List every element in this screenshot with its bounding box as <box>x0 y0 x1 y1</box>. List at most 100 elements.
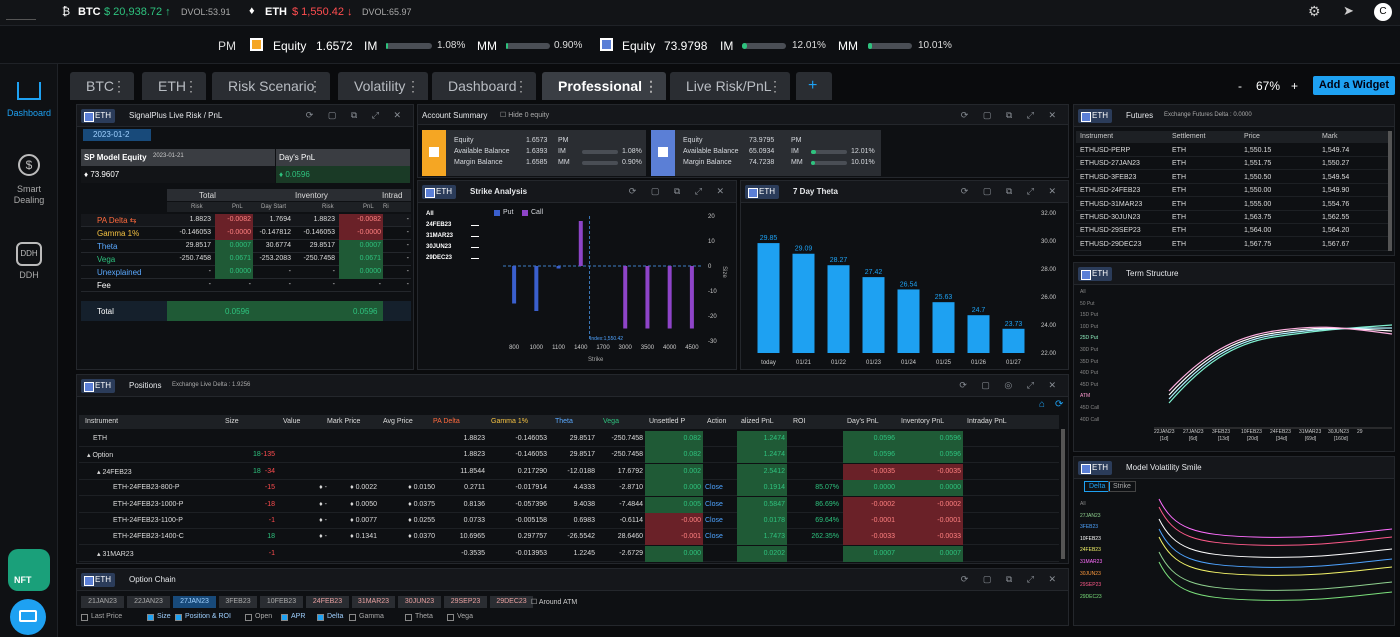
add-tab-button[interactable]: + <box>796 72 832 100</box>
column-toggle-checkbox[interactable] <box>349 614 356 621</box>
column-header[interactable]: Theta <box>555 418 573 425</box>
term-label[interactable]: 40D Put <box>1080 370 1099 377</box>
table-row[interactable] <box>1076 171 1388 184</box>
smile-tab-strike[interactable]: Strike <box>1108 481 1136 492</box>
sidebar-item-ddh[interactable]: DDH DDH <box>0 236 58 286</box>
column-header[interactable]: Instrument <box>1080 133 1114 140</box>
column-header[interactable]: Intraday PnL <box>967 418 1007 425</box>
close-button[interactable]: Close <box>705 533 723 541</box>
term-label[interactable]: 40D Call <box>1080 416 1100 423</box>
panel-controls-icon[interactable]: ⟳ ▢ ⧉ ⤢ ✕ <box>960 110 1062 120</box>
column-header[interactable]: ROI <box>793 418 806 425</box>
btc-label[interactable]: BTC <box>78 6 101 18</box>
term-label[interactable]: 30D Put <box>1080 347 1099 353</box>
smile-label[interactable]: 24FEB23 <box>1080 547 1101 554</box>
expiry-item[interactable]: 30JUN23 <box>426 244 452 250</box>
eth-selector[interactable]: ETH <box>81 573 115 587</box>
tab-menu-icon[interactable]: ⋮ <box>768 78 782 94</box>
table-row[interactable] <box>1076 224 1388 238</box>
column-header[interactable]: Day's PnL <box>847 418 879 425</box>
column-toggle-checkbox[interactable] <box>245 614 252 621</box>
column-header[interactable]: Settlement <box>1172 133 1206 140</box>
column-header[interactable]: Unsettled P <box>649 418 686 425</box>
column-header[interactable]: Price <box>1244 133 1260 140</box>
eth-selector[interactable]: ETH <box>81 379 115 393</box>
expiry-chip[interactable]: 3FEB23 <box>219 596 257 608</box>
zoom-in-button[interactable]: + <box>1291 79 1299 93</box>
expiry-chip[interactable]: 29SEP23 <box>444 596 487 608</box>
term-label[interactable]: 10D Put <box>1080 323 1099 330</box>
expiry-chip[interactable]: 30JUN23 <box>398 596 441 608</box>
table-row[interactable] <box>1076 184 1388 198</box>
smile-label[interactable]: 29DEC23 <box>1080 593 1102 600</box>
smile-label[interactable]: 30JUN23 <box>1080 570 1101 577</box>
table-row[interactable] <box>1076 198 1388 211</box>
smile-label[interactable]: All <box>1080 501 1086 507</box>
eth-selector[interactable]: ETH <box>745 185 779 199</box>
telegram-icon[interactable]: ➤ <box>1343 3 1354 18</box>
column-toggle-checkbox[interactable] <box>317 614 324 621</box>
column-header[interactable]: Avg Price <box>383 418 413 425</box>
expiry-chip[interactable]: 31MAR23 <box>352 596 395 608</box>
column-header[interactable]: Size <box>225 418 239 425</box>
smile-tab-delta[interactable]: Delta <box>1084 481 1111 492</box>
panel-controls-icon[interactable]: ⟳ ▢ ⧉ ⤢ ✕ <box>305 110 407 120</box>
avatar[interactable]: C <box>1374 3 1392 21</box>
term-label[interactable]: 45D Put <box>1080 381 1099 388</box>
expiry-chip[interactable]: 10FEB23 <box>260 596 303 608</box>
tab-menu-icon[interactable]: ⋮ <box>644 78 658 94</box>
table-row[interactable] <box>1076 157 1388 171</box>
column-header[interactable]: alized PnL <box>741 418 774 425</box>
column-header[interactable]: Vega <box>603 418 619 425</box>
term-label[interactable]: 25D Put <box>1080 335 1099 342</box>
eth-selector[interactable]: ETH <box>1078 267 1112 281</box>
table-row[interactable] <box>79 480 1059 497</box>
tab-live-risk-pnl[interactable]: Live Risk/PnL ⋮ <box>670 72 790 100</box>
close-button[interactable]: Close <box>705 500 723 508</box>
tab-menu-icon[interactable]: ⋮ <box>514 78 528 94</box>
smile-label[interactable]: 31MAR23 <box>1080 559 1103 565</box>
table-row[interactable] <box>79 497 1059 513</box>
settings-icon[interactable]: ⚙ <box>1308 3 1321 19</box>
expiry-chip[interactable]: 24FEB23 <box>306 596 349 608</box>
smile-label[interactable]: 3FEB23 <box>1080 524 1099 531</box>
expiry-item[interactable]: 24FEB23 <box>426 222 452 228</box>
nft-button[interactable]: NFT <box>8 549 50 591</box>
table-row[interactable] <box>79 546 1059 562</box>
refresh-icon[interactable]: ⟳ <box>1055 399 1064 410</box>
zoom-out-button[interactable]: - <box>1238 79 1242 93</box>
expiry-item[interactable]: All <box>426 211 434 217</box>
menu-icon[interactable] <box>6 4 36 20</box>
term-label[interactable]: ATM <box>1080 393 1091 400</box>
tab-menu-icon[interactable]: ⋮ <box>406 78 420 94</box>
chat-button[interactable] <box>10 599 46 635</box>
expiry-chip[interactable]: 27JAN23 <box>173 596 216 608</box>
column-header[interactable]: Action <box>707 418 727 425</box>
smile-label[interactable]: 10FEB23 <box>1080 535 1101 542</box>
table-row[interactable] <box>79 431 1059 447</box>
term-label[interactable]: 45D Call <box>1080 405 1100 411</box>
column-toggle-checkbox[interactable] <box>405 614 412 621</box>
term-label[interactable]: 50 Put <box>1080 300 1095 307</box>
table-row[interactable] <box>1076 211 1388 224</box>
term-label[interactable]: 15D Put <box>1080 312 1099 319</box>
expiry-item[interactable]: 29DEC23 <box>426 255 453 261</box>
scrollbar[interactable] <box>1061 429 1065 559</box>
tab-menu-icon[interactable]: ⋮ <box>184 78 198 94</box>
table-row[interactable] <box>79 513 1059 529</box>
eth-label[interactable]: ETH <box>265 6 287 18</box>
eth-selector[interactable]: ETH <box>1078 461 1112 475</box>
tab-volatility[interactable]: Volatility ⋮ <box>338 72 428 100</box>
expiry-chip[interactable]: 22JAN23 <box>127 596 170 608</box>
column-header[interactable]: Mark <box>1322 133 1338 140</box>
tab-btc[interactable]: BTC ⋮ <box>70 72 134 100</box>
tab-eth[interactable]: ETH ⋮ <box>142 72 206 100</box>
eth-selector[interactable]: ETH <box>81 109 115 123</box>
panel-controls-icon[interactable]: ⟳ ▢ ⧉ ⤢ ✕ <box>960 186 1062 196</box>
column-toggle-checkbox[interactable] <box>147 614 154 621</box>
column-header[interactable]: PA Delta <box>433 418 460 425</box>
column-header[interactable]: Instrument <box>85 418 119 425</box>
column-toggle-checkbox[interactable] <box>81 614 88 621</box>
table-row[interactable] <box>79 529 1059 546</box>
date-chip[interactable]: 2023-01-2 <box>83 129 151 141</box>
